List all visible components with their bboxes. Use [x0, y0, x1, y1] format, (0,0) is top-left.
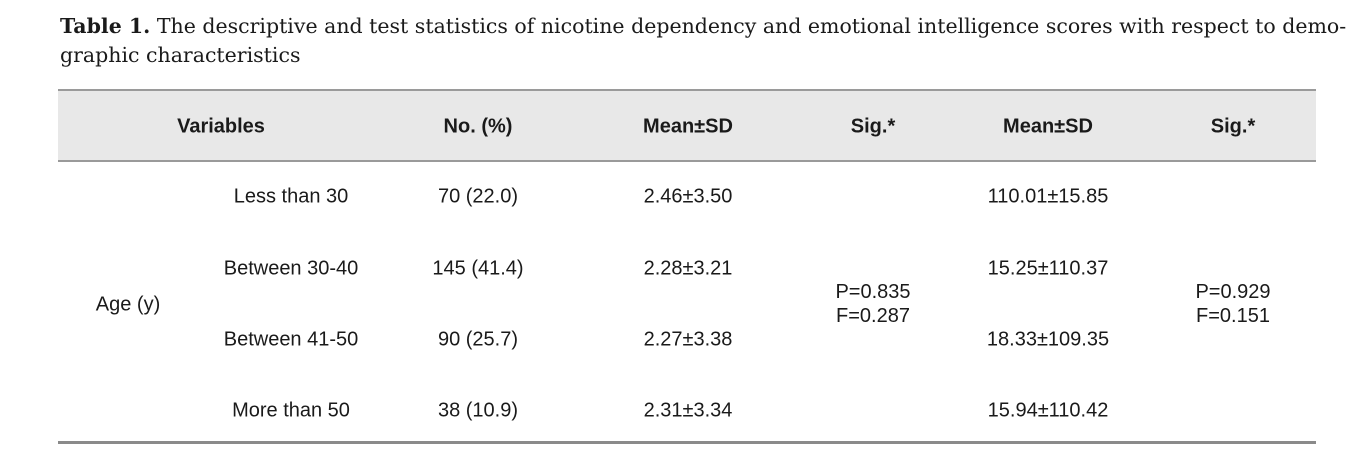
sig-2-p-value: P=0.929: [1195, 281, 1271, 303]
row-1-mean-sd-2: 110.01±15.85: [987, 185, 1109, 208]
sig-1-f-value: F=0.287: [836, 305, 910, 327]
row-2-mean-sd-1: 2.28±3.21: [643, 257, 733, 280]
row-4-mean-sd-1: 2.31±3.34: [643, 399, 733, 422]
row-1-mean-sd-1: 2.46±3.50: [643, 185, 733, 208]
row-3-count: 90 (25.7): [437, 328, 519, 351]
sig-2-f-value: F=0.151: [1196, 305, 1270, 327]
caption-label: Table 1.: [60, 14, 151, 38]
table-header-rule: [58, 160, 1316, 162]
table-bottom-rule: [58, 441, 1316, 444]
table-caption: Table 1. The descriptive and test statis…: [60, 12, 1346, 70]
caption-text-line-2: graphic characteristics: [60, 43, 301, 67]
header-variables: Variables: [177, 115, 265, 138]
sig-1-p-value: P=0.835: [835, 281, 911, 303]
row-2-count: 145 (41.4): [432, 257, 524, 280]
header-mean-sd-1: Mean±SD: [643, 115, 733, 138]
table-top-rule: [58, 89, 1316, 91]
row-4-count: 38 (10.9): [437, 399, 519, 422]
row-2-mean-sd-2: 15.25±110.37: [987, 257, 1109, 280]
row-1-category: Less than 30: [233, 185, 349, 208]
row-1-count: 70 (22.0): [437, 185, 519, 208]
row-3-mean-sd-2: 18.33±109.35: [986, 328, 1110, 351]
row-4-category: More than 50: [232, 399, 350, 422]
sig-2-cell: P=0.929 F=0.151: [1195, 280, 1270, 328]
header-count: No. (%): [443, 115, 513, 138]
header-sig-1: Sig.*: [850, 115, 896, 138]
sig-1-cell: P=0.835 F=0.287: [835, 280, 910, 328]
caption-line-1: Table 1. The descriptive and test statis…: [60, 12, 1346, 41]
header-sig-2: Sig.*: [1210, 115, 1256, 138]
row-3-category: Between 41-50: [223, 328, 359, 351]
row-2-category: Between 30-40: [223, 257, 359, 280]
header-mean-sd-2: Mean±SD: [1003, 115, 1093, 138]
row-3-mean-sd-1: 2.27±3.38: [643, 328, 733, 351]
group-label-age: Age (y): [95, 293, 161, 316]
row-4-mean-sd-2: 15.94±110.42: [987, 399, 1109, 422]
caption-text-line-1: The descriptive and test statistics of n…: [156, 14, 1347, 38]
table-header-row: [58, 91, 1316, 160]
